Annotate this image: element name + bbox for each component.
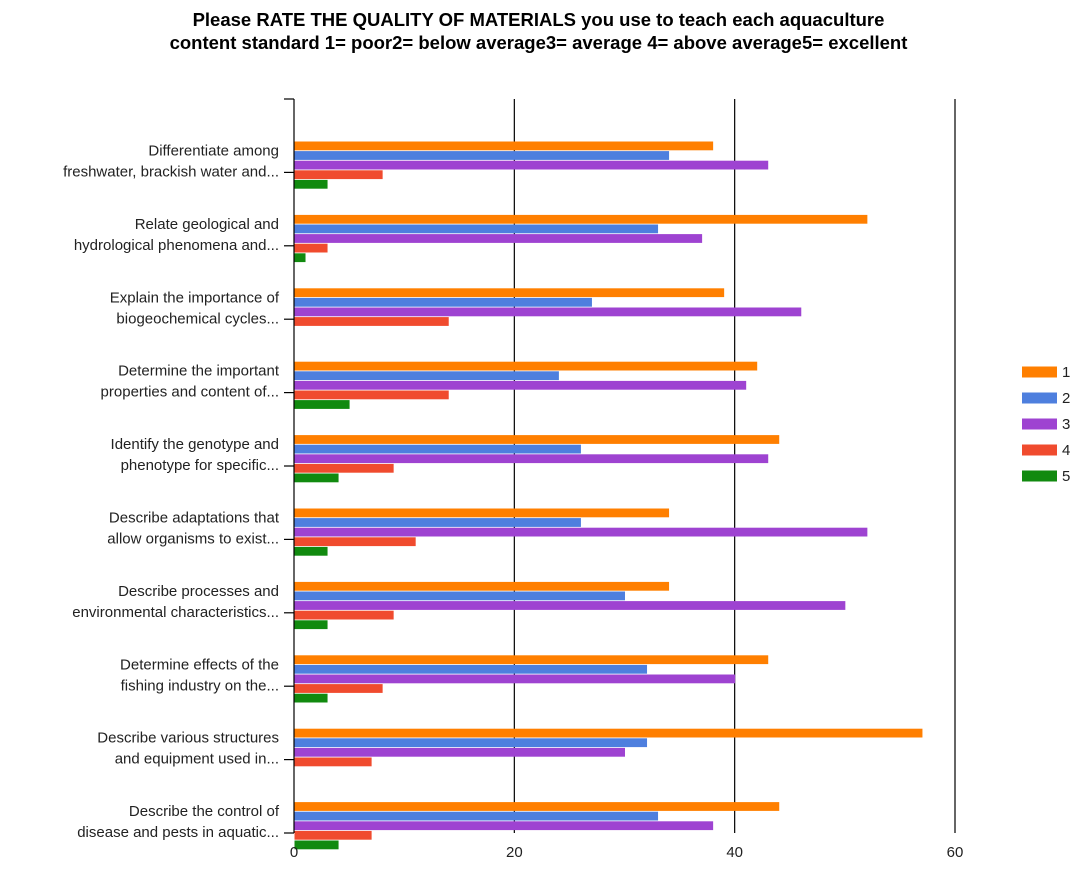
bar-3-9 bbox=[294, 747, 625, 757]
x-tick-label-20: 20 bbox=[506, 844, 523, 861]
legend-label-5: 5 bbox=[1062, 468, 1070, 485]
bar-2-5 bbox=[294, 444, 581, 454]
legend-label-3: 3 bbox=[1062, 416, 1070, 433]
bar-1-5 bbox=[294, 435, 780, 444]
bar-1-3 bbox=[294, 288, 725, 298]
bar-1-8 bbox=[294, 655, 769, 665]
bar-4-4 bbox=[294, 390, 449, 400]
bar-5-8 bbox=[294, 693, 328, 703]
bar-5-1 bbox=[294, 179, 328, 189]
bar-4-2 bbox=[294, 243, 328, 253]
bar-1-2 bbox=[294, 214, 868, 224]
bar-1-6 bbox=[294, 508, 670, 518]
legend-swatch-3 bbox=[1022, 418, 1057, 430]
bar-4-10 bbox=[294, 830, 372, 840]
bar-3-5 bbox=[294, 454, 769, 464]
bar-4-1 bbox=[294, 170, 383, 180]
category-label-9-line-1: Describe various structures bbox=[97, 730, 279, 747]
bar-5-10 bbox=[294, 840, 339, 850]
bar-2-10 bbox=[294, 811, 659, 821]
bar-3-7 bbox=[294, 601, 846, 610]
bar-5-7 bbox=[294, 620, 328, 630]
category-label-3-line-1: Explain the importance of bbox=[110, 289, 280, 306]
category-label-9-line-2: and equipment used in... bbox=[115, 751, 279, 768]
category-label-4-line-2: properties and content of... bbox=[101, 384, 279, 401]
bar-3-1 bbox=[294, 160, 769, 170]
bar-2-9 bbox=[294, 738, 648, 748]
x-tick-label-40: 40 bbox=[726, 844, 743, 861]
bar-3-2 bbox=[294, 234, 703, 243]
bar-4-8 bbox=[294, 684, 383, 693]
category-label-7-line-1: Describe processes and bbox=[118, 583, 279, 600]
x-tick-label-0: 0 bbox=[290, 844, 298, 861]
legend-swatch-4 bbox=[1022, 444, 1057, 456]
category-label-2-line-2: hydrological phenomena and... bbox=[74, 237, 279, 254]
bar-2-8 bbox=[294, 664, 648, 674]
category-label-5-line-2: phenotype for specific... bbox=[121, 457, 279, 474]
bar-3-6 bbox=[294, 527, 868, 537]
bar-1-4 bbox=[294, 361, 758, 371]
category-label-8-line-1: Determine effects of the bbox=[120, 656, 279, 673]
legend-label-1: 1 bbox=[1062, 364, 1070, 381]
bar-5-5 bbox=[294, 473, 339, 483]
bar-5-2 bbox=[294, 253, 306, 263]
legend-label-4: 4 bbox=[1062, 442, 1070, 459]
category-label-5-line-1: Identify the genotype and bbox=[111, 436, 279, 453]
category-label-8-line-2: fishing industry on the... bbox=[121, 677, 279, 694]
category-label-10-line-1: Describe the control of bbox=[129, 803, 280, 820]
bar-5-6 bbox=[294, 546, 328, 556]
legend-label-2: 2 bbox=[1062, 390, 1070, 407]
bar-2-4 bbox=[294, 371, 559, 381]
bar-3-10 bbox=[294, 821, 714, 831]
legend-swatch-1 bbox=[1022, 366, 1057, 378]
category-label-4-line-1: Determine the important bbox=[118, 363, 280, 380]
category-label-1-line-2: freshwater, brackish water and... bbox=[63, 164, 279, 181]
bar-1-9 bbox=[294, 728, 923, 738]
bar-1-7 bbox=[294, 581, 670, 591]
category-label-6-line-1: Describe adaptations that bbox=[109, 510, 280, 527]
category-label-2-line-1: Relate geological and bbox=[135, 216, 279, 233]
bar-4-9 bbox=[294, 757, 372, 767]
category-label-10-line-2: disease and pests in aquatic... bbox=[77, 824, 279, 841]
bar-2-1 bbox=[294, 151, 670, 160]
chart-title-line-1: Please RATE THE QUALITY OF MATERIALS you… bbox=[192, 9, 885, 30]
bar-2-7 bbox=[294, 591, 625, 601]
bar-4-3 bbox=[294, 317, 449, 326]
bar-3-3 bbox=[294, 307, 802, 317]
bar-1-1 bbox=[294, 141, 714, 151]
category-label-7-line-2: environmental characteristics... bbox=[72, 604, 279, 621]
x-tick-label-60: 60 bbox=[947, 844, 964, 861]
bar-2-2 bbox=[294, 224, 659, 234]
legend-swatch-5 bbox=[1022, 470, 1057, 482]
bar-4-5 bbox=[294, 463, 394, 473]
category-label-3-line-2: biogeochemical cycles... bbox=[116, 310, 279, 327]
bar-3-4 bbox=[294, 380, 747, 390]
chart-title-line-2: content standard 1= poor2= below average… bbox=[169, 32, 908, 53]
bar-4-7 bbox=[294, 610, 394, 620]
chart-title: Please RATE THE QUALITY OF MATERIALS you… bbox=[0, 8, 1077, 54]
bar-1-10 bbox=[294, 802, 780, 811]
bar-2-3 bbox=[294, 297, 592, 307]
bar-3-8 bbox=[294, 674, 736, 684]
bar-5-4 bbox=[294, 400, 350, 409]
bar-4-6 bbox=[294, 537, 416, 547]
category-label-6-line-2: allow organisms to exist... bbox=[107, 531, 279, 548]
legend-swatch-2 bbox=[1022, 392, 1057, 404]
category-label-1-line-1: Differentiate among bbox=[148, 143, 279, 160]
bar-2-6 bbox=[294, 518, 581, 527]
